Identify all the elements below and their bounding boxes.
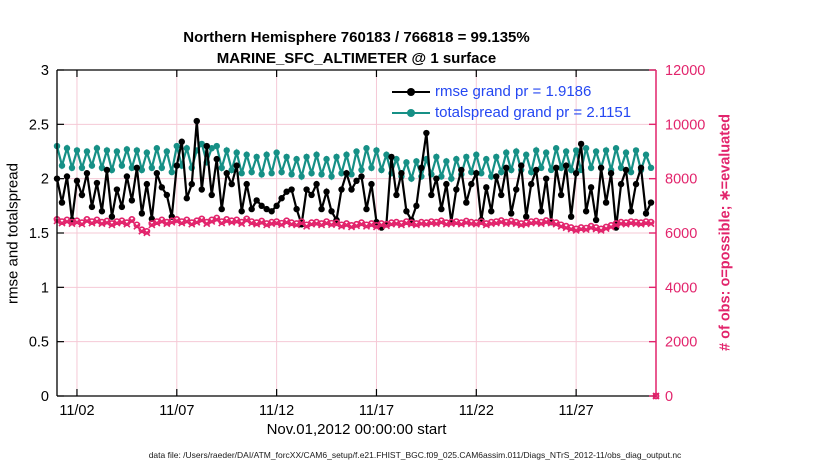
- right-y-tick-label: 6000: [665, 226, 697, 242]
- left-y-tick-label: 1: [41, 280, 49, 296]
- left-y-tick-label: 3: [41, 63, 49, 79]
- plot-title-block: Northern Hemisphere 760183 / 766818 = 99…: [57, 27, 656, 69]
- legend-row-rmse: rmse grand pr = 1.9186: [392, 82, 631, 101]
- left-y-tick-label: 2: [41, 172, 49, 188]
- right-y-tick-label: 8000: [665, 172, 697, 188]
- left-y-tick-label: 0.5: [29, 335, 49, 351]
- series-possible_obs: [53, 214, 660, 400]
- left-axis-label: rmse and totalspread: [4, 163, 22, 304]
- axis-ticks-and-labels: 11/02 11/07 11/12 11/17 11/22 11/27 0 0.5 1 1.5 2 2…: [29, 63, 706, 419]
- data-file-path: data file: /Users/raeder/DAI/ATM_forcXX/…: [148, 450, 682, 460]
- x-tick-label: 11/17: [359, 403, 394, 419]
- right-y-tick-label: 10000: [665, 117, 705, 133]
- series-evaluated_obs: [53, 215, 660, 400]
- series-rmse: [53, 117, 655, 231]
- x-tick-label: 11/02: [59, 403, 94, 419]
- left-y-tick-label: 2.5: [29, 117, 49, 133]
- x-tick-label: 11/07: [159, 403, 194, 419]
- right-axis-label: # of obs: o=possible; ∗=evaluated: [717, 114, 734, 351]
- right-y-tick-label: 0: [665, 389, 673, 405]
- x-tick-label: 11/27: [559, 403, 594, 419]
- plot-subtitle: MARINE_SFC_ALTIMETER @ 1 surface: [216, 50, 497, 67]
- x-axis-label: Nov.01,2012 00:00:00 start: [266, 421, 447, 438]
- x-tick-label: 11/22: [459, 403, 494, 419]
- left-y-tick-label: 1.5: [29, 226, 49, 242]
- legend-label-totalspread: totalspread grand pr = 2.1151: [435, 104, 632, 121]
- legend-label-rmse: rmse grand pr = 1.9186: [435, 83, 592, 100]
- right-y-tick-label: 4000: [665, 280, 697, 296]
- rmse-line-sample-icon: [392, 87, 430, 97]
- right-y-tick-label: 12000: [665, 63, 705, 79]
- left-y-tick-label: 0: [41, 389, 49, 405]
- right-y-tick-label: 2000: [665, 335, 697, 351]
- legend: rmse grand pr = 1.9186 totalspread grand…: [392, 82, 631, 122]
- x-tick-label: 11/12: [259, 403, 294, 419]
- legend-row-totalspread: totalspread grand pr = 2.1151: [392, 103, 631, 122]
- totalspread-line-sample-icon: [392, 108, 430, 118]
- plot-title: Northern Hemisphere 760183 / 766818 = 99…: [183, 29, 530, 46]
